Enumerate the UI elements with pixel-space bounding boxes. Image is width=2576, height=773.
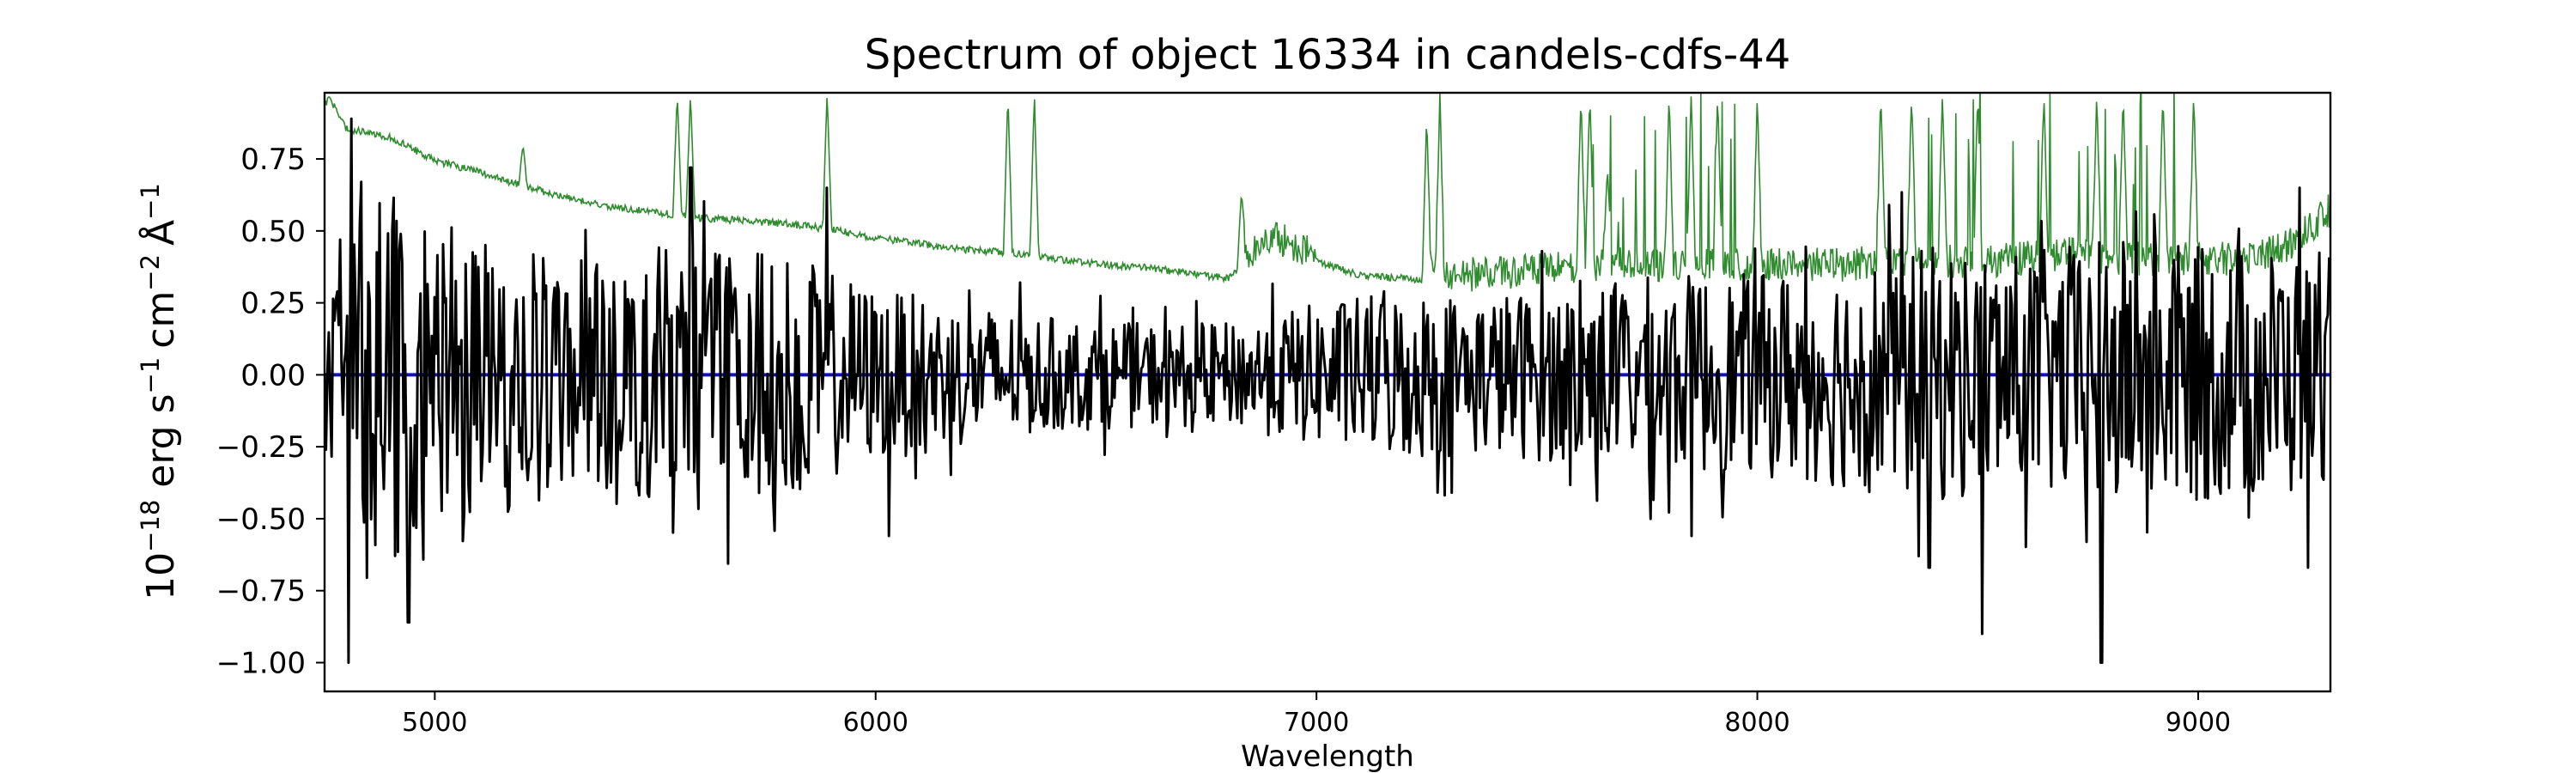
y-label-unit-3-exp: −1	[136, 183, 165, 220]
y-tick-label: 0.75	[240, 143, 306, 177]
y-axis: −1.00 −0.75 −0.50 −0.25 0.00 0.25 0.50 0.75	[216, 143, 325, 680]
noise-series-line	[325, 93, 2330, 292]
x-tick-label: 5000	[402, 708, 467, 738]
y-tick-label: −0.50	[216, 502, 306, 537]
x-tick-label: 9000	[2166, 708, 2231, 738]
x-tick-label: 6000	[843, 708, 908, 738]
y-label-unit-2: cm	[139, 291, 183, 349]
x-axis-label: Wavelength	[1241, 740, 1414, 773]
y-tick-label: −0.25	[216, 430, 306, 465]
plot-area	[323, 91, 2332, 693]
y-tick-label: −1.00	[216, 646, 306, 680]
y-tick-label: −0.75	[216, 575, 306, 609]
y-axis-label: 10−18erg s−1cm−2Å−1	[136, 183, 183, 600]
plot-frame	[323, 91, 2332, 693]
x-axis: 5000 6000 7000 8000 9000	[402, 691, 2231, 738]
x-tick-label: 7000	[1284, 708, 1349, 738]
flux-series-line	[325, 117, 2330, 664]
y-label-unit-1-exp: −1	[136, 357, 165, 394]
x-tick-label: 8000	[1724, 708, 1789, 738]
chart-title: Spectrum of object 16334 in candels-cdfs…	[865, 31, 1791, 79]
y-label-unit-1: erg s	[139, 393, 183, 487]
y-label-unit-3: Å	[137, 220, 183, 246]
y-label-exponent: −18	[136, 500, 165, 552]
series-layer	[325, 93, 2330, 664]
y-label-base: 10	[139, 552, 183, 600]
y-tick-label: 0.50	[240, 215, 306, 249]
y-label-unit-2-exp: −2	[136, 254, 165, 291]
y-tick-label: 0.25	[240, 287, 306, 321]
y-tick-label: 0.00	[240, 358, 306, 393]
